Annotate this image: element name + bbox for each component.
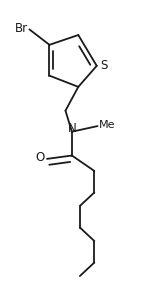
Text: Br: Br <box>15 22 28 35</box>
Text: O: O <box>35 151 44 164</box>
Text: S: S <box>100 59 107 72</box>
Text: N: N <box>68 122 77 135</box>
Text: Me: Me <box>99 120 116 130</box>
